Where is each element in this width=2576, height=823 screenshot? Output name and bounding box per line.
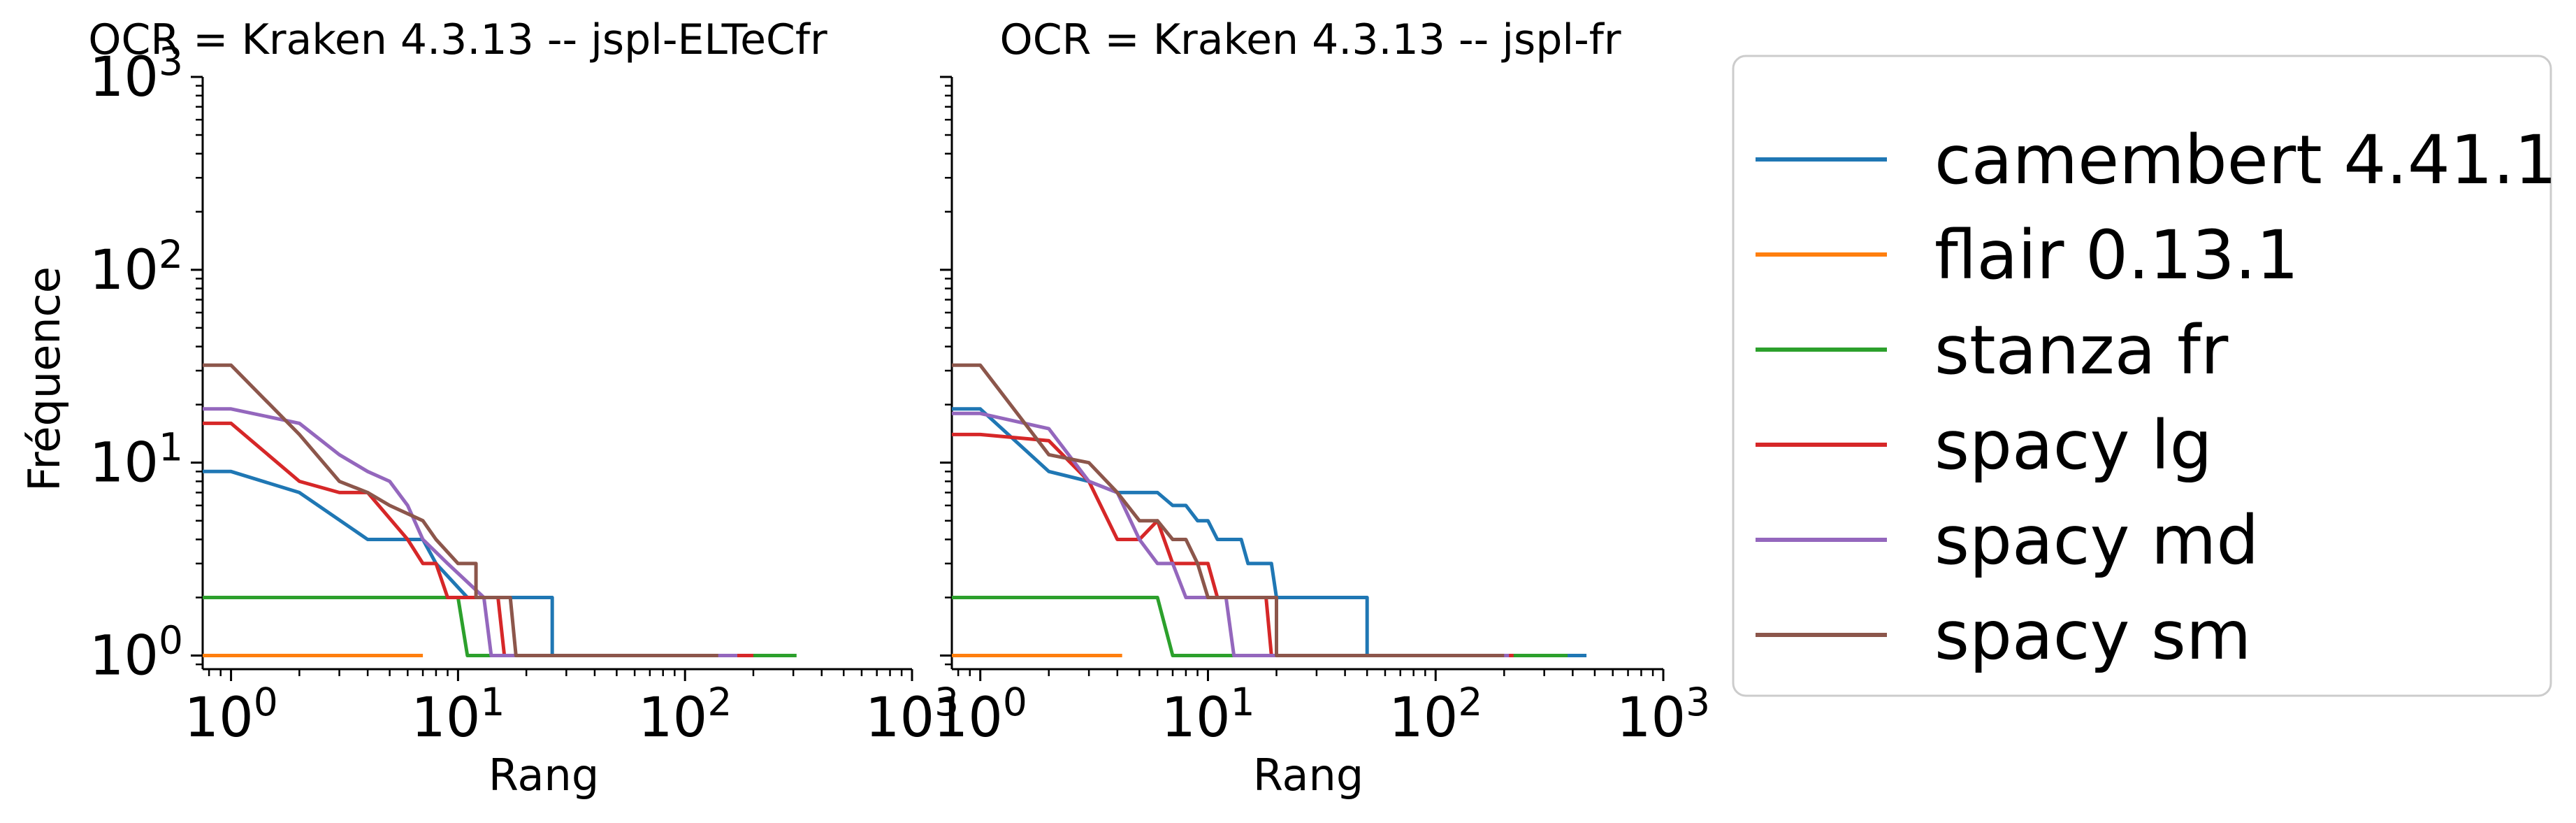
legend-label: flair 0.13.1 (1934, 216, 2299, 294)
panel-title: OCR = Kraken 4.3.13 -- jspl-fr (999, 15, 1621, 64)
panel-jspl-fr: OCR = Kraken 4.3.13 -- jspl-fr Rang 100 1… (934, 15, 1711, 801)
legend-label: spacy lg (1934, 406, 2213, 485)
x-tick-label: 101 (1161, 680, 1254, 750)
x-axis-label: Rang (1253, 750, 1363, 801)
legend-label: spacy sm (1934, 596, 2251, 675)
series-line-spacy-sm (952, 363, 1505, 657)
legend-frame (1732, 55, 2552, 697)
y-axis-label: Fréquence (19, 266, 70, 492)
y-tick-label: 100 (89, 618, 183, 688)
x-tick-label: 101 (411, 680, 505, 750)
legend-label: camembert 4.41.1 (1934, 121, 2557, 199)
x-tick-label: 103 (1616, 680, 1710, 750)
x-tick-label: 102 (1389, 680, 1482, 750)
legend-label: stanza fr (1934, 311, 2229, 389)
x-tick-label: 100 (184, 680, 277, 750)
y-tick-label: 101 (89, 425, 183, 495)
series-line-camembert-4-41-1 (203, 469, 748, 657)
series-line-spacy-sm (203, 363, 718, 657)
panel-title: OCR = Kraken 4.3.13 -- jspl-ELTeCfr (88, 15, 827, 64)
y-tick-label: 102 (89, 232, 183, 302)
y-tick-label: 103 (89, 39, 183, 109)
series-line-spacy-md (952, 411, 1510, 657)
panel-jspl-eltecfr: OCR = Kraken 4.3.13 -- jspl-ELTeCfr Rang… (19, 15, 959, 801)
x-axis-label: Rang (489, 750, 599, 801)
x-tick-label: 103 (865, 680, 959, 750)
legend-label: spacy md (1934, 501, 2259, 580)
series-line-camembert-4-41-1 (952, 407, 1587, 657)
legend: camembert 4.41.1 flair 0.13.1 stanza fr spa… (1732, 55, 2557, 697)
x-tick-label: 100 (934, 680, 1027, 750)
series-line-spacy-lg (203, 421, 753, 657)
x-tick-label: 102 (638, 680, 732, 750)
